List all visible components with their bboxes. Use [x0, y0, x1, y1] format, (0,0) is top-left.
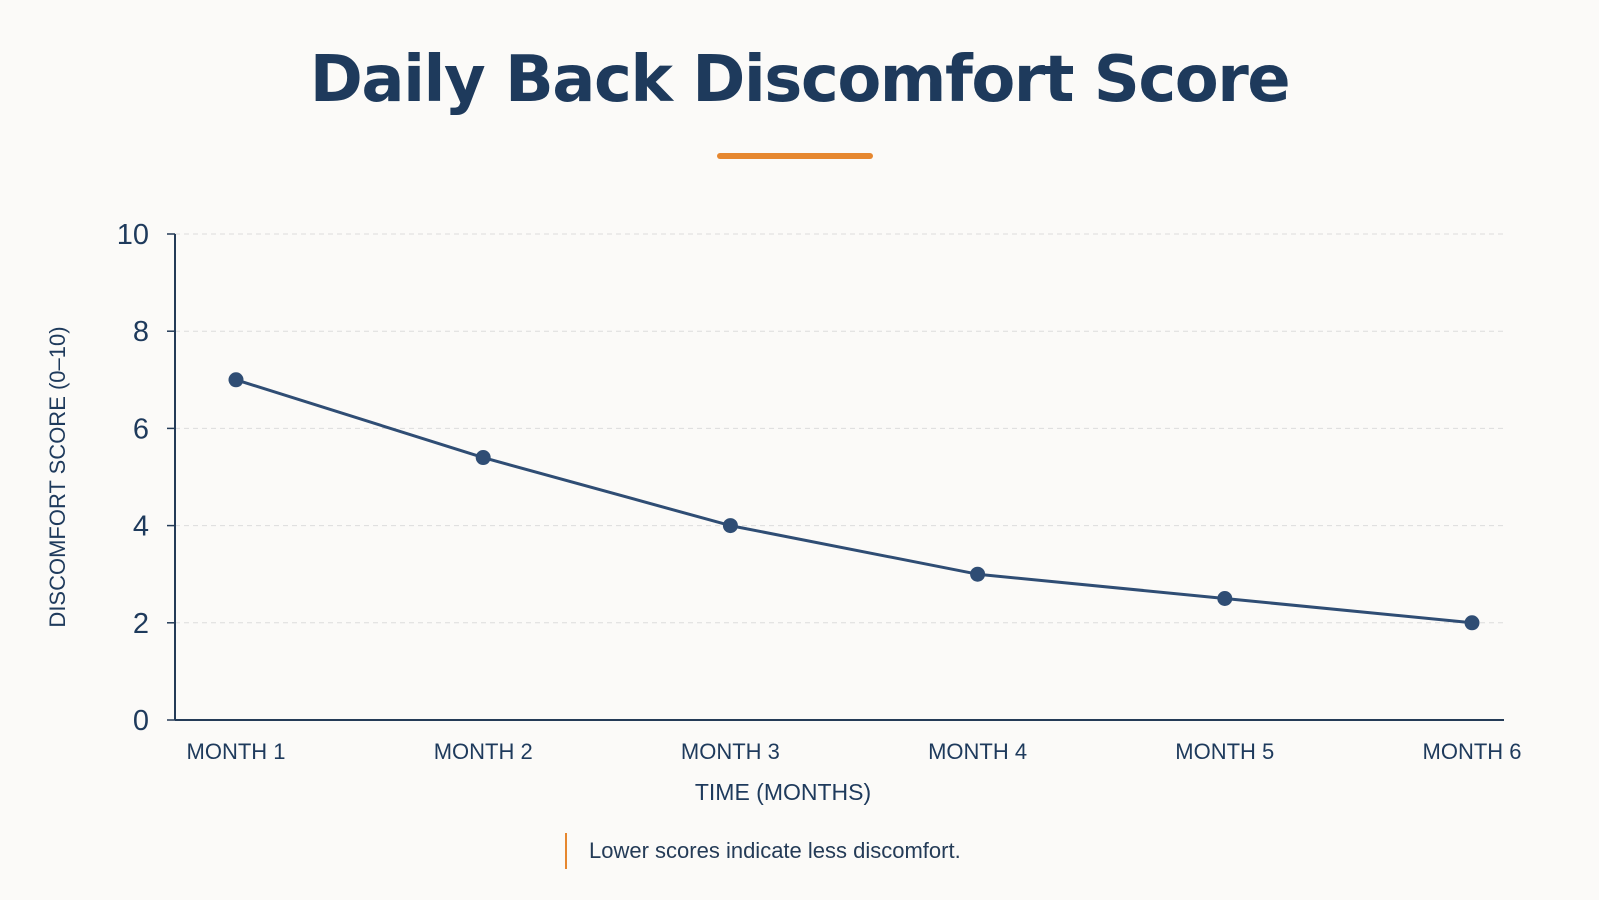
y-axis-label: DISCOMFORT SCORE (0–10)	[45, 326, 70, 627]
footnote: Lower scores indicate less discomfort.	[565, 833, 961, 869]
x-tick-label: MONTH 1	[187, 739, 286, 764]
y-tick-label: 8	[133, 316, 149, 348]
data-point	[970, 566, 986, 582]
y-tick-label: 4	[133, 511, 149, 543]
series	[228, 372, 1480, 631]
axes	[167, 233, 1504, 721]
title-underline	[717, 153, 873, 159]
data-point	[228, 372, 244, 388]
data-point	[475, 450, 491, 466]
footnote-accent-bar	[565, 833, 567, 869]
footnote-text: Lower scores indicate less discomfort.	[589, 838, 961, 863]
x-tick-label: MONTH 5	[1175, 739, 1274, 764]
gridlines	[175, 233, 1504, 624]
y-tick-label: 10	[117, 219, 149, 251]
series-line	[234, 378, 1474, 625]
x-tick-label: MONTH 6	[1423, 739, 1522, 764]
y-tick-label: 0	[133, 705, 149, 737]
x-tick-label: MONTH 3	[681, 739, 780, 764]
data-point	[722, 518, 738, 534]
data-point	[1217, 591, 1233, 606]
data-point	[1464, 615, 1480, 631]
chart-title: Daily Back Discomfort Score	[309, 43, 1291, 117]
x-axis-label: TIME (MONTHS)	[695, 779, 871, 805]
y-tick-label: 2	[133, 608, 149, 640]
x-tick-label: MONTH 4	[928, 739, 1027, 764]
y-tick-label: 6	[133, 413, 149, 445]
x-tick-label: MONTH 2	[434, 739, 533, 764]
tick-labels: 0 2 4 6 8 10 MONTH 1 MONTH 2 MONTH 3 MONTH 4 MONTH…	[117, 219, 1522, 764]
